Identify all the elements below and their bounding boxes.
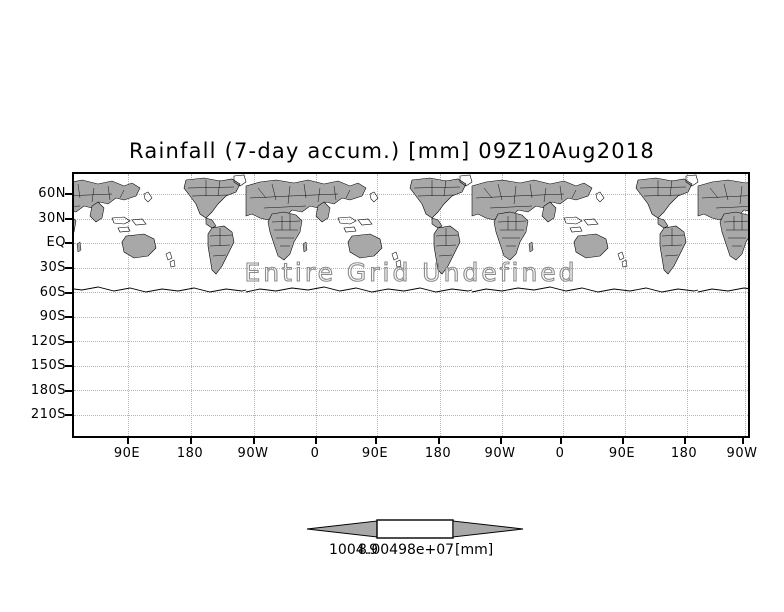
gridline-vertical <box>563 174 564 436</box>
x-tick-mark <box>375 438 377 444</box>
gridline-horizontal <box>74 243 748 244</box>
x-tick-label: 90W <box>726 446 758 461</box>
x-tick-label: 90E <box>113 446 141 461</box>
colorbar: 1004.9 8.00498e+07 [mm] <box>305 516 525 566</box>
gridline-vertical <box>745 174 746 436</box>
gridline-horizontal <box>74 194 748 195</box>
y-tick-label: 210S <box>30 407 66 422</box>
y-tick-label: EQ <box>46 235 66 250</box>
x-tick-mark <box>560 438 562 444</box>
x-tick-label: 90W <box>484 446 516 461</box>
gridline-vertical <box>316 174 317 436</box>
x-tick-label: 0 <box>310 446 320 461</box>
gridline-vertical <box>502 174 503 436</box>
y-tick-mark <box>65 341 72 343</box>
gridline-horizontal <box>74 219 748 220</box>
y-tick-mark <box>65 316 72 318</box>
gridline-vertical <box>254 174 255 436</box>
gridline-horizontal <box>74 366 748 367</box>
colorbar-low-extend <box>306 520 378 538</box>
x-tick-mark <box>190 438 192 444</box>
gridline-vertical <box>625 174 626 436</box>
gridline-horizontal <box>74 390 748 391</box>
x-tick-mark <box>622 438 624 444</box>
x-tick-label: 90E <box>361 446 389 461</box>
gridline-horizontal <box>74 341 748 342</box>
gridline-vertical <box>128 174 129 436</box>
y-tick-label: 30S <box>39 260 66 275</box>
y-tick-mark <box>65 390 72 392</box>
y-tick-mark <box>65 365 72 367</box>
world-map-graphic <box>74 174 748 293</box>
x-tick-label: 90W <box>237 446 269 461</box>
map-plot-area: Entire Grid Undefined <box>72 172 750 438</box>
gridline-vertical <box>440 174 441 436</box>
y-tick-label: 60S <box>39 285 66 300</box>
y-tick-mark <box>65 218 72 220</box>
x-tick-mark <box>253 438 255 444</box>
colorbar-max-label: 8.00498e+07 <box>358 542 455 558</box>
x-tick-mark <box>742 438 744 444</box>
x-tick-mark <box>315 438 317 444</box>
colorbar-unit-label: [mm] <box>455 542 494 558</box>
y-tick-label: 120S <box>30 334 66 349</box>
y-tick-label: 60N <box>38 186 66 201</box>
gridline-horizontal <box>74 317 748 318</box>
y-tick-mark <box>65 292 72 294</box>
x-tick-mark <box>684 438 686 444</box>
y-tick-label: 30N <box>38 211 66 226</box>
y-tick-mark <box>65 242 72 244</box>
x-tick-label: 90E <box>608 446 636 461</box>
y-tick-label: 90S <box>39 309 66 324</box>
gridline-horizontal <box>74 268 748 269</box>
colorbar-graphic <box>306 519 524 539</box>
x-tick-label: 180 <box>424 446 452 461</box>
gridline-vertical <box>377 174 378 436</box>
y-tick-label: 150S <box>30 358 66 373</box>
gridline-vertical <box>191 174 192 436</box>
colorbar-band <box>376 519 454 539</box>
x-tick-mark <box>127 438 129 444</box>
x-tick-mark <box>500 438 502 444</box>
x-tick-label: 0 <box>555 446 565 461</box>
gridline-vertical <box>687 174 688 436</box>
gridline-horizontal <box>74 415 748 416</box>
x-tick-label: 180 <box>670 446 698 461</box>
colorbar-min-label: 1004.9 <box>329 542 378 558</box>
y-tick-mark <box>65 414 72 416</box>
y-tick-mark <box>65 193 72 195</box>
y-tick-label: 180S <box>30 383 66 398</box>
x-tick-mark <box>438 438 440 444</box>
y-tick-mark <box>65 267 72 269</box>
colorbar-high-extend <box>452 520 524 538</box>
x-tick-label: 180 <box>176 446 204 461</box>
page-title: Rainfall (7-day accum.) [mm] 09Z10Aug201… <box>129 139 655 163</box>
gridline-horizontal <box>74 292 748 293</box>
